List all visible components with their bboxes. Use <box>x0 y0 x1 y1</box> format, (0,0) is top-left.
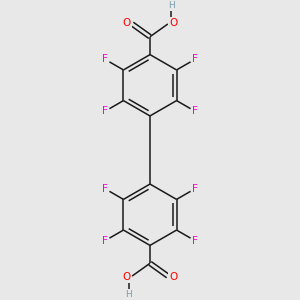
Text: O: O <box>169 272 178 282</box>
Text: F: F <box>102 54 108 64</box>
Text: F: F <box>102 236 108 246</box>
Text: O: O <box>122 18 131 28</box>
Text: O: O <box>122 272 131 282</box>
Text: F: F <box>192 54 198 64</box>
Text: F: F <box>102 106 108 116</box>
Text: F: F <box>102 184 108 194</box>
Text: H: H <box>125 290 132 299</box>
Text: F: F <box>192 106 198 116</box>
Text: H: H <box>168 1 175 10</box>
Text: O: O <box>169 18 178 28</box>
Text: F: F <box>192 184 198 194</box>
Text: F: F <box>192 236 198 246</box>
